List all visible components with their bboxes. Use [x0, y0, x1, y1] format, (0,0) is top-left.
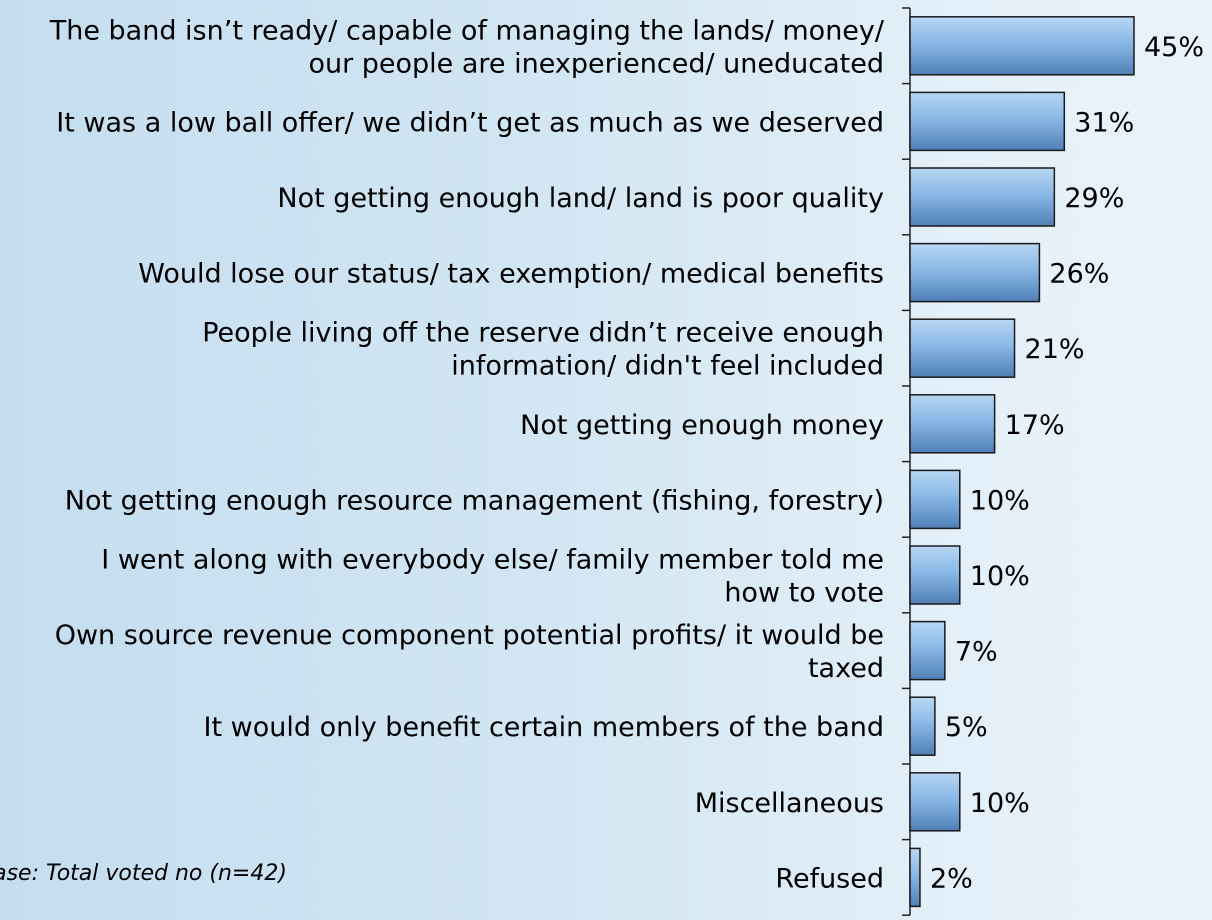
data-label: 29%: [1064, 183, 1124, 214]
data-label: 10%: [970, 485, 1030, 516]
category-label: how to vote: [724, 578, 884, 609]
category-label: Not getting enough land/ land is poor qu…: [277, 183, 884, 214]
data-label: 45%: [1144, 32, 1204, 63]
bar: [909, 394, 996, 454]
category-label: It was a low ball offer/ we didn’t get a…: [56, 107, 884, 138]
data-label: 26%: [1049, 259, 1109, 290]
category-label: The band isn’t ready/ capable of managin…: [49, 15, 885, 46]
bar: [909, 847, 921, 908]
label-layer: 45% The band isn’t ready/ capable of mana…: [49, 15, 1204, 894]
category-label: Refused: [775, 863, 884, 894]
category-label: Not getting enough resource management (…: [65, 485, 884, 516]
data-label: 5%: [945, 712, 988, 743]
data-label: 10%: [970, 561, 1030, 592]
bar: [909, 167, 1056, 227]
category-label: People living off the reserve didn’t rec…: [202, 318, 884, 349]
bar: [909, 696, 936, 756]
category-label: information/ didn't feel included: [451, 351, 884, 382]
category-label: Not getting enough money: [520, 410, 884, 441]
bar: [909, 620, 946, 681]
category-label: taxed: [808, 653, 884, 684]
category-label: Miscellaneous: [695, 788, 884, 819]
base-note: Base: Total voted no (n=42): [0, 861, 287, 886]
bar: [909, 16, 1135, 76]
data-label: 31%: [1074, 107, 1134, 138]
bar: [909, 318, 1016, 378]
bar: [909, 242, 1041, 303]
bar: [909, 469, 961, 530]
bar: [909, 545, 961, 605]
axis-layer: [902, 7, 911, 916]
category-label: It would only benefit certain members of…: [204, 712, 884, 743]
data-label: 21%: [1025, 334, 1085, 365]
category-label: Own source revenue component potential p…: [55, 620, 884, 651]
data-label: 10%: [970, 788, 1030, 819]
data-label: 2%: [930, 863, 973, 894]
data-label: 7%: [955, 637, 998, 668]
data-label: 17%: [1005, 410, 1065, 441]
category-label: our people are inexperienced/ uneducated: [308, 48, 884, 79]
category-label: Would lose our status/ tax exemption/ me…: [138, 259, 884, 290]
bar: [909, 772, 961, 832]
category-label: I went along with everybody else/ family…: [101, 545, 884, 576]
bar: [909, 91, 1066, 152]
bar-layer: [909, 16, 1135, 908]
